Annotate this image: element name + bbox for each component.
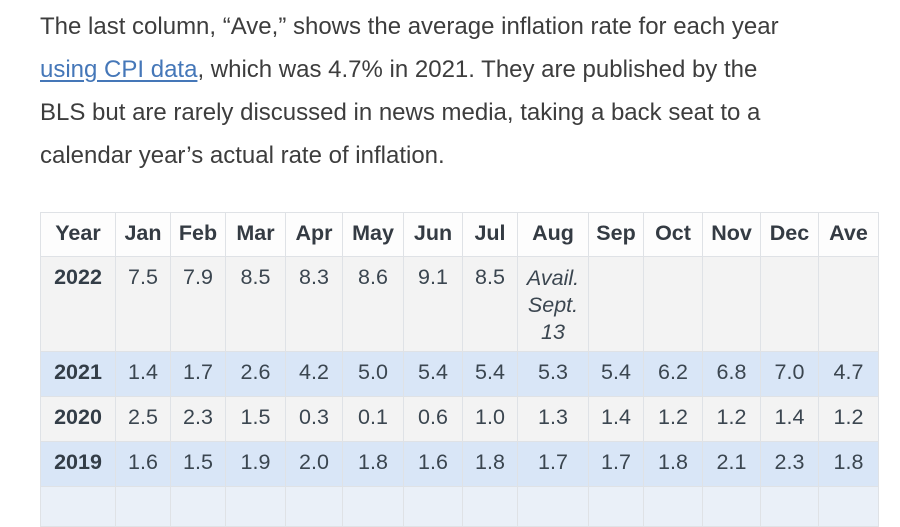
table-cell: 1.2 (702, 396, 761, 442)
table-cell (818, 486, 879, 527)
table-cell: 1.3 (517, 396, 589, 442)
inflation-table: Year Jan Feb Mar Apr May Jun Jul Aug Sep… (40, 212, 879, 527)
table-cell: 1.7 (170, 351, 226, 397)
table-cell (588, 486, 644, 527)
year-cell: 2022 (40, 256, 116, 352)
column-header-ave: Ave (818, 212, 879, 257)
table-cell (643, 486, 703, 527)
table-cell: 1.2 (818, 396, 879, 442)
table-cell: 1.9 (225, 441, 286, 487)
table-cell (517, 486, 589, 527)
table-cell: 1.4 (115, 351, 171, 397)
column-header-year: Year (40, 212, 116, 257)
column-header-dec: Dec (760, 212, 819, 257)
table-cell (643, 256, 703, 352)
table-row-2022: 2022 7.5 7.9 8.5 8.3 8.6 9.1 8.5 Avail. … (40, 256, 879, 352)
table-cell (702, 486, 761, 527)
table-cell: 9.1 (403, 256, 463, 352)
table-cell: 5.0 (342, 351, 404, 397)
table-cell: 2.0 (285, 441, 343, 487)
table-cell: 1.7 (588, 441, 644, 487)
column-header-apr: Apr (285, 212, 343, 257)
table-cell (170, 486, 226, 527)
table-cell: 8.5 (462, 256, 518, 352)
table-cell: 2.5 (115, 396, 171, 442)
table-cell: 7.5 (115, 256, 171, 352)
column-header-oct: Oct (643, 212, 703, 257)
paragraph-line: calendar year’s actual rate of inflation… (40, 142, 445, 169)
table-cell: 0.6 (403, 396, 463, 442)
table-cell: 1.8 (643, 441, 703, 487)
paragraph-line: using CPI data, which was 4.7% in 2021. … (40, 48, 880, 91)
table-cell: 2.6 (225, 351, 286, 397)
table-cell (462, 486, 518, 527)
table-cell: 1.5 (225, 396, 286, 442)
column-header-sep: Sep (588, 212, 644, 257)
table-cell (225, 486, 286, 527)
intro-paragraph: The last column, “Ave,” shows the averag… (40, 5, 880, 177)
column-header-aug: Aug (517, 212, 589, 257)
table-cell: 0.1 (342, 396, 404, 442)
column-header-jun: Jun (403, 212, 463, 257)
table-cell: 8.3 (285, 256, 343, 352)
table-cell (40, 486, 116, 527)
table-cell: 1.8 (462, 441, 518, 487)
table-cell: 6.8 (702, 351, 761, 397)
column-header-nov: Nov (702, 212, 761, 257)
cpi-data-link[interactable]: using CPI data (40, 56, 198, 83)
table-cell (285, 486, 343, 527)
table-cell (760, 486, 819, 527)
table-cell: 1.7 (517, 441, 589, 487)
table-row-2019: 2019 1.6 1.5 1.9 2.0 1.8 1.6 1.8 1.7 1.7… (40, 441, 879, 487)
table-cell: 2.1 (702, 441, 761, 487)
table-cell: 1.6 (403, 441, 463, 487)
paragraph-line: The last column, “Ave,” shows the averag… (40, 13, 779, 40)
table-cell: 1.4 (760, 396, 819, 442)
availability-note-cell: Avail. Sept. 13 (517, 256, 589, 352)
table-header-row: Year Jan Feb Mar Apr May Jun Jul Aug Sep… (40, 212, 879, 257)
table-cell (760, 256, 819, 352)
table-row-2020: 2020 2.5 2.3 1.5 0.3 0.1 0.6 1.0 1.3 1.4… (40, 396, 879, 442)
table-cell: 7.9 (170, 256, 226, 352)
table-cell (588, 256, 644, 352)
table-cell: 2.3 (760, 441, 819, 487)
table-cell: 1.8 (342, 441, 404, 487)
column-header-jan: Jan (115, 212, 171, 257)
table-cell: 1.8 (818, 441, 879, 487)
table-row-partial (40, 486, 879, 527)
table-cell: 8.5 (225, 256, 286, 352)
column-header-feb: Feb (170, 212, 226, 257)
column-header-may: May (342, 212, 404, 257)
column-header-jul: Jul (462, 212, 518, 257)
paragraph-text: , which was 4.7% in 2021. They are publi… (197, 56, 758, 83)
table-cell: 4.2 (285, 351, 343, 397)
table-cell (702, 256, 761, 352)
table-cell: 1.4 (588, 396, 644, 442)
table-cell: 1.5 (170, 441, 226, 487)
table-cell: 4.7 (818, 351, 879, 397)
table-cell: 2.3 (170, 396, 226, 442)
table-cell: 5.4 (403, 351, 463, 397)
table-cell: 1.2 (643, 396, 703, 442)
table-cell: 7.0 (760, 351, 819, 397)
table-row-2021: 2021 1.4 1.7 2.6 4.2 5.0 5.4 5.4 5.3 5.4… (40, 351, 879, 397)
table-cell: 1.6 (115, 441, 171, 487)
column-header-mar: Mar (225, 212, 286, 257)
table-cell: 5.4 (588, 351, 644, 397)
table-cell (818, 256, 879, 352)
year-cell: 2020 (40, 396, 116, 442)
paragraph-line: BLS but are rarely discussed in news med… (40, 99, 761, 126)
table-cell (403, 486, 463, 527)
table-cell: 5.4 (462, 351, 518, 397)
table-cell (342, 486, 404, 527)
table-cell: 0.3 (285, 396, 343, 442)
table-cell: 6.2 (643, 351, 703, 397)
table-cell: 1.0 (462, 396, 518, 442)
table-cell: 5.3 (517, 351, 589, 397)
year-cell: 2019 (40, 441, 116, 487)
table-cell: 8.6 (342, 256, 404, 352)
year-cell: 2021 (40, 351, 116, 397)
table-cell (115, 486, 171, 527)
